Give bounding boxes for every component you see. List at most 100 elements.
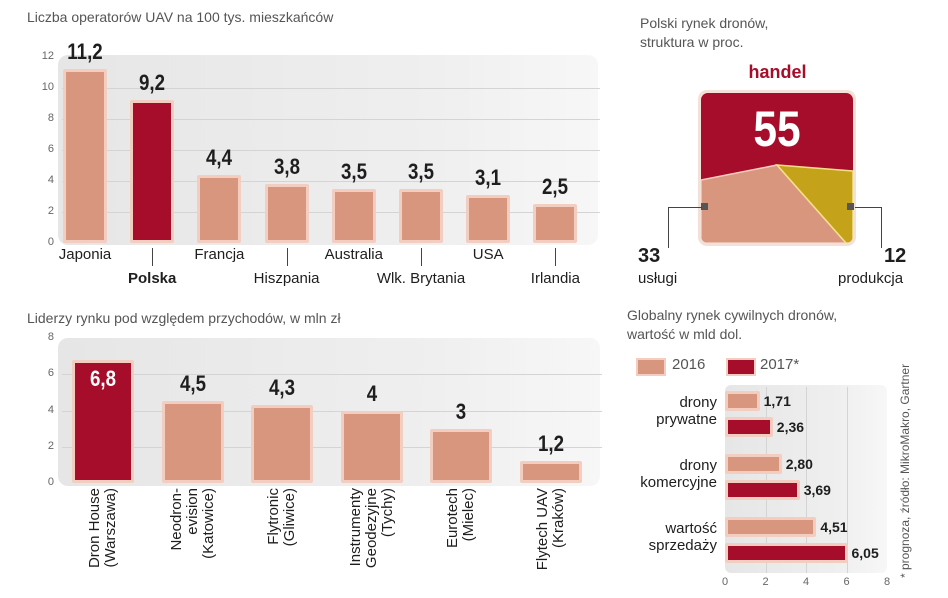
category-label: Dron House (Warszawa): [86, 488, 119, 598]
bar: [725, 454, 782, 474]
y-tick-label: 4: [47, 403, 54, 416]
data-label: 9,2: [139, 70, 166, 96]
bar: [466, 194, 511, 243]
data-label: 2,5: [542, 174, 569, 200]
data-label: 1,2: [537, 431, 564, 457]
bar: [264, 184, 309, 243]
data-label: 3,69: [803, 482, 831, 498]
data-label: 1,71: [763, 393, 791, 409]
data-label: 6,05: [851, 545, 879, 561]
y-tick-label: 4: [47, 174, 54, 186]
category-label: Hiszpania: [253, 270, 320, 287]
slice-value-handel: 55: [753, 101, 801, 157]
y-tick-label: 6: [47, 367, 54, 380]
category-label-line: wartość: [665, 520, 717, 537]
slice-value-uslugi: 33: [638, 245, 661, 267]
category-label-line: (Tychy): [378, 488, 396, 538]
category-label-line: Flytech UAV: [533, 488, 551, 571]
data-label: 4,3: [268, 375, 296, 401]
slice-label-produkcja: produkcja: [838, 270, 904, 287]
data-label: 3,8: [273, 154, 300, 180]
slice-value-produkcja: 12: [884, 245, 907, 267]
category-label-line: (Gliwice): [281, 488, 298, 547]
gridline: [62, 374, 602, 376]
category-label-line: prywatne: [656, 411, 717, 428]
bar: [331, 188, 376, 243]
gridline: [62, 410, 602, 412]
category-label: drony prywatne: [622, 394, 717, 428]
y-tick-label: 6: [47, 143, 54, 155]
slice-handel: [701, 93, 853, 180]
category-label: Instrumenty Geodezyjne (Tychy): [346, 488, 396, 598]
category-label-line: Instrumenty: [346, 488, 364, 567]
data-label: 4,51: [820, 519, 848, 535]
bar: [430, 428, 492, 483]
x-tick-label: 0: [721, 576, 729, 588]
chart3-title: Polski rynek dronów, struktura w proc.: [640, 14, 768, 52]
category-label: Eurotech (Mielec): [444, 488, 477, 598]
data-label: 4,4: [206, 144, 233, 170]
data-label: 3: [455, 398, 467, 424]
slice-produkcja: [775, 164, 853, 243]
bar: [251, 405, 313, 483]
chart2-title: Liderzy rynku pod względem przychodów, w…: [27, 310, 341, 326]
y-tick-label: 12: [41, 50, 54, 62]
bar: [130, 100, 175, 243]
data-label: 3,1: [475, 164, 502, 190]
chart1-title: Liczba operatorów UAV na 100 tys. mieszk…: [27, 9, 334, 25]
y-tick-label: 8: [47, 112, 54, 124]
category-label: Wlk. Brytania: [376, 270, 466, 287]
category-tick: [555, 248, 557, 266]
bar: [725, 391, 760, 411]
data-label: 2,36: [776, 419, 805, 435]
category-label-line: drony: [679, 394, 717, 411]
legend-label-2017: 2017*: [760, 356, 800, 373]
category-label-line: Flytronic: [265, 488, 282, 545]
chart3-title-line: Polski rynek dronów,: [640, 15, 769, 31]
x-tick-label: 4: [802, 576, 810, 588]
data-label: 11,2: [67, 39, 103, 65]
y-tick-label: 10: [41, 81, 54, 93]
bar: [725, 480, 800, 500]
category-label: Irlandia: [530, 270, 580, 287]
chart4-title: Globalny rynek cywilnych dronów, wartość…: [627, 306, 837, 344]
bar: [519, 461, 582, 483]
y-tick-label: 2: [47, 439, 54, 452]
bar: [72, 359, 134, 483]
category-label-line: (Mielec): [460, 488, 477, 542]
category-label-line: evision: [183, 488, 201, 535]
category-label-line: Neodron-: [167, 488, 185, 551]
x-tick-label: 2: [762, 576, 769, 588]
chart3-title-line: struktura w proc.: [640, 34, 744, 50]
connector-produkcja: [855, 207, 882, 248]
gridline: [62, 212, 600, 213]
category-label-line: Dron House: [86, 488, 103, 569]
bar: [399, 188, 443, 243]
legend-swatch-2017: [726, 358, 756, 376]
category-label-line: (Kraków): [549, 488, 567, 549]
category-tick: [286, 248, 288, 266]
marker-uslugi: [701, 203, 708, 210]
x-tick-label: 6: [843, 576, 850, 588]
slice-label-uslugi: usługi: [638, 270, 678, 287]
bar: [197, 174, 242, 243]
category-label: Australia: [324, 246, 383, 263]
category-label-line: Geodezyjne: [362, 488, 380, 569]
gridline: [62, 88, 600, 89]
legend-swatch-2016: [636, 358, 666, 376]
category-label: Francja: [194, 246, 245, 263]
data-label: 4,5: [179, 371, 206, 397]
gridline: [62, 150, 600, 151]
legend-label-2016: 2016: [672, 356, 706, 373]
gridline: [806, 387, 807, 573]
bar: [161, 401, 224, 483]
data-label: 4: [366, 380, 377, 406]
bar: [63, 69, 107, 243]
data-label: 3,5: [340, 158, 367, 184]
chart2-panel: [58, 338, 600, 486]
category-label-line: drony: [679, 457, 717, 474]
data-label: 2,80: [785, 456, 813, 472]
bar: [725, 417, 773, 437]
category-label: Japonia: [58, 246, 112, 263]
category-label: Neodron-evision (Katowice): [167, 488, 217, 598]
